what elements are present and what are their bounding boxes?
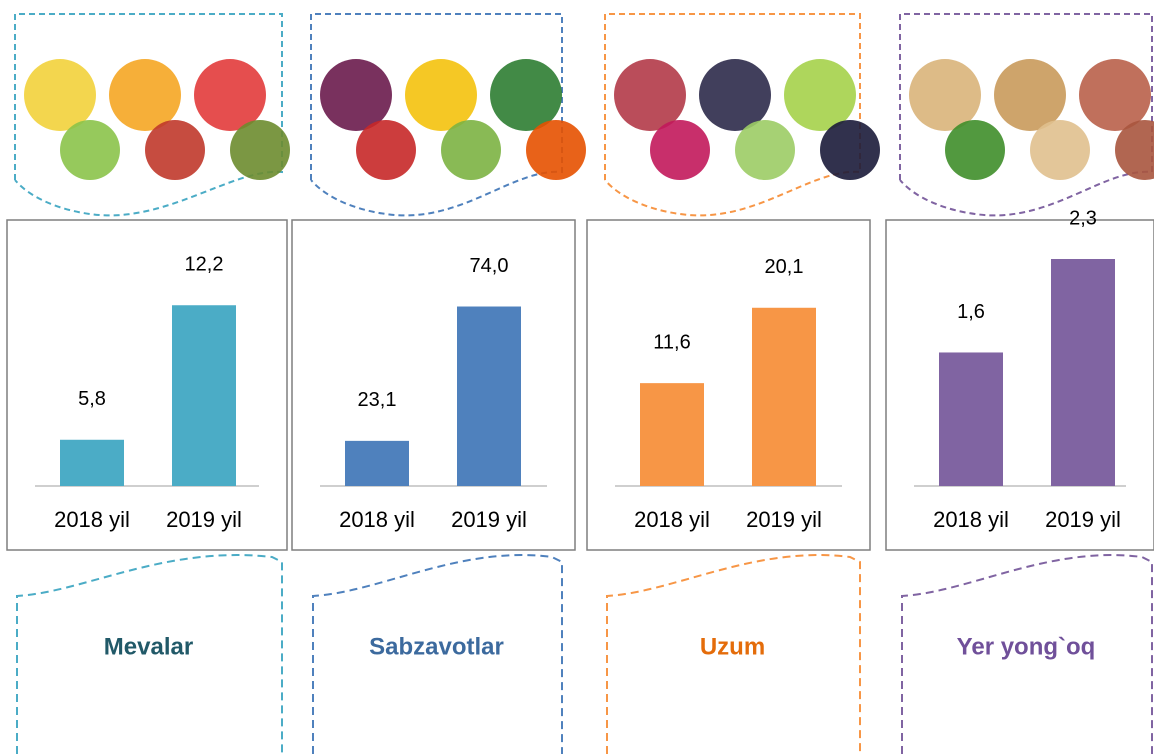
bar [939, 352, 1003, 486]
produce-illustration [1079, 59, 1151, 131]
bar [172, 305, 236, 486]
produce-illustration [784, 59, 856, 131]
chart-panel [7, 220, 287, 550]
x-tick-label: 2018 yil [339, 507, 415, 532]
bar [60, 440, 124, 486]
x-tick-label: 2018 yil [634, 507, 710, 532]
produce-illustration [230, 120, 290, 180]
category-name: Uzum [700, 633, 765, 660]
produce-illustration [1030, 120, 1090, 180]
produce-illustration [109, 59, 181, 131]
produce-illustration [945, 120, 1005, 180]
produce-illustration [526, 120, 586, 180]
produce-illustration [909, 59, 981, 131]
value-label: 74,0 [470, 255, 509, 277]
produce-illustration [24, 59, 96, 131]
value-label: 23,1 [358, 389, 397, 411]
produce-illustration [60, 120, 120, 180]
value-label: 1,6 [957, 301, 985, 323]
chart-panel [587, 220, 870, 550]
chart-panel [292, 220, 575, 550]
category-name: Sabzavotlar [369, 633, 504, 660]
produce-illustration [145, 120, 205, 180]
x-tick-label: 2019 yil [166, 507, 242, 532]
produce-illustration [194, 59, 266, 131]
infographic: 5,8 2018 yil 12,2 2019 yil Mevalar 23,1 2018 y… [0, 0, 1154, 754]
bar [345, 441, 409, 486]
x-tick-label: 2019 yil [746, 507, 822, 532]
value-label: 20,1 [765, 256, 804, 278]
bar [457, 307, 521, 486]
x-tick-label: 2019 yil [451, 507, 527, 532]
produce-illustration [356, 120, 416, 180]
bar [640, 383, 704, 486]
category-name: Yer yong`oq [957, 633, 1096, 660]
produce-illustration [441, 120, 501, 180]
produce-illustration [994, 59, 1066, 131]
bar [752, 308, 816, 486]
value-label: 11,6 [653, 331, 690, 353]
value-label: 12,2 [185, 254, 224, 276]
value-label: 2,3 [1069, 207, 1097, 229]
produce-illustration [490, 59, 562, 131]
produce-illustration [405, 59, 477, 131]
produce-illustration [320, 59, 392, 131]
produce-illustration [820, 120, 880, 180]
value-label: 5,8 [78, 388, 106, 410]
produce-illustration [614, 59, 686, 131]
x-tick-label: 2018 yil [54, 507, 130, 532]
category-name: Mevalar [104, 633, 193, 660]
produce-illustration [699, 59, 771, 131]
bar [1051, 259, 1115, 486]
x-tick-label: 2019 yil [1045, 507, 1121, 532]
produce-illustration [735, 120, 795, 180]
produce-illustration [650, 120, 710, 180]
x-tick-label: 2018 yil [933, 507, 1009, 532]
